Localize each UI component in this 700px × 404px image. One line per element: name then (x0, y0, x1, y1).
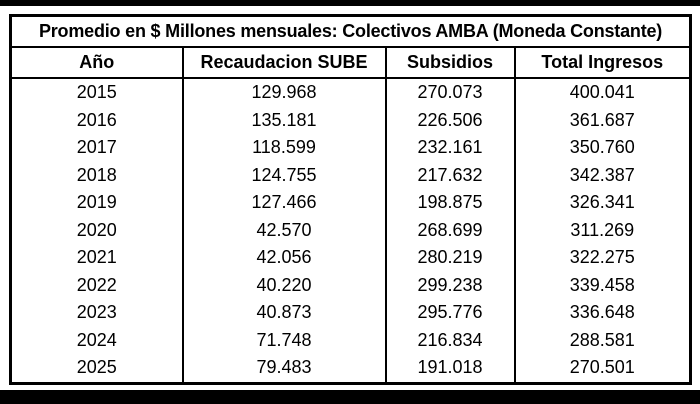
data-table-frame: Promedio en $ Millones mensuales: Colect… (9, 14, 693, 385)
table-row: 2024 71.748 216.834 288.581 (11, 326, 691, 354)
table-header-row: Año Recaudacion SUBE Subsidios Total Ing… (10, 46, 691, 79)
year-cell: 2020 (76, 219, 117, 240)
year-cell: 2018 (76, 164, 117, 185)
value-cell: 118.599 (181, 133, 386, 162)
value-cell: 42.056 (181, 243, 386, 272)
column-header-recaudacion-sube: Recaudacion SUBE (181, 46, 386, 79)
value-cell: 124.755 (181, 161, 386, 189)
value-cell: 350.760 (513, 133, 691, 162)
value-cell: 127.466 (181, 188, 386, 217)
column-header-year: Año (10, 46, 183, 79)
column-header-subsidios: Subsidios (384, 46, 515, 79)
value-cell: 216.834 (384, 326, 515, 354)
value-cell: 339.458 (513, 271, 691, 299)
year-cell: 2015 (76, 81, 117, 102)
top-black-bar (0, 0, 700, 6)
value-cell: 400.041 (513, 77, 691, 107)
year-cell: 2023 (76, 302, 117, 323)
value-cell: 40.220 (181, 271, 386, 299)
year-cell: 2017 (76, 137, 117, 158)
table-row: 2025 79.483 191.018 270.501 (11, 353, 691, 384)
year-cell: 2025 (76, 357, 117, 378)
value-cell: 42.570 (181, 216, 386, 244)
table-head: Promedio en $ Millones mensuales: Colect… (10, 15, 691, 79)
value-cell: 268.699 (384, 216, 515, 244)
table-row: 2016 135.181 226.506 361.687 (11, 106, 691, 134)
value-cell: 191.018 (384, 353, 515, 384)
table-row: 2018 124.755 217.632 342.387 (11, 161, 691, 189)
value-cell: 129.968 (181, 77, 386, 107)
value-cell: 295.776 (384, 298, 515, 327)
value-cell: 361.687 (513, 106, 691, 134)
value-cell: 226.506 (384, 106, 515, 134)
table-row: 2015 129.968 270.073 400.041 (11, 77, 691, 107)
year-cell: 2019 (76, 192, 117, 213)
value-cell: 288.581 (513, 326, 691, 354)
data-table: Promedio en $ Millones mensuales: Colect… (9, 14, 693, 385)
value-cell: 322.275 (513, 243, 691, 272)
table-row: 2023 40.873 295.776 336.648 (11, 298, 691, 327)
year-cell: 2022 (76, 274, 117, 295)
value-cell: 326.341 (513, 188, 691, 217)
value-cell: 299.238 (384, 271, 515, 299)
value-cell: 270.501 (513, 353, 691, 384)
year-cell: 2021 (76, 247, 117, 268)
value-cell: 217.632 (384, 161, 515, 189)
value-cell: 71.748 (181, 326, 386, 354)
bottom-black-bar (0, 390, 700, 404)
value-cell: 342.387 (513, 161, 691, 189)
table-row: 2019 127.466 198.875 326.341 (11, 188, 691, 217)
table-row: 2022 40.220 299.238 339.458 (11, 271, 691, 299)
year-cell: 2016 (76, 109, 117, 130)
table-row: 2020 42.570 268.699 311.269 (11, 216, 691, 244)
table-title-row: Promedio en $ Millones mensuales: Colect… (10, 15, 691, 48)
table-row: 2017 118.599 232.161 350.760 (11, 133, 691, 162)
table-row: 2021 42.056 280.219 322.275 (11, 243, 691, 272)
value-cell: 336.648 (513, 298, 691, 327)
value-cell: 270.073 (384, 77, 515, 107)
value-cell: 135.181 (181, 106, 386, 134)
value-cell: 311.269 (513, 216, 691, 244)
column-header-total-ingresos: Total Ingresos (513, 46, 691, 79)
table-body: 2015 129.968 270.073 400.041 2016 135.181 226.… (11, 77, 691, 384)
value-cell: 280.219 (384, 243, 515, 272)
value-cell: 232.161 (384, 133, 515, 162)
value-cell: 79.483 (181, 353, 386, 384)
value-cell: 198.875 (384, 188, 515, 217)
table-title: Promedio en $ Millones mensuales: Colect… (10, 15, 691, 48)
year-cell: 2024 (76, 329, 117, 350)
value-cell: 40.873 (181, 298, 386, 327)
